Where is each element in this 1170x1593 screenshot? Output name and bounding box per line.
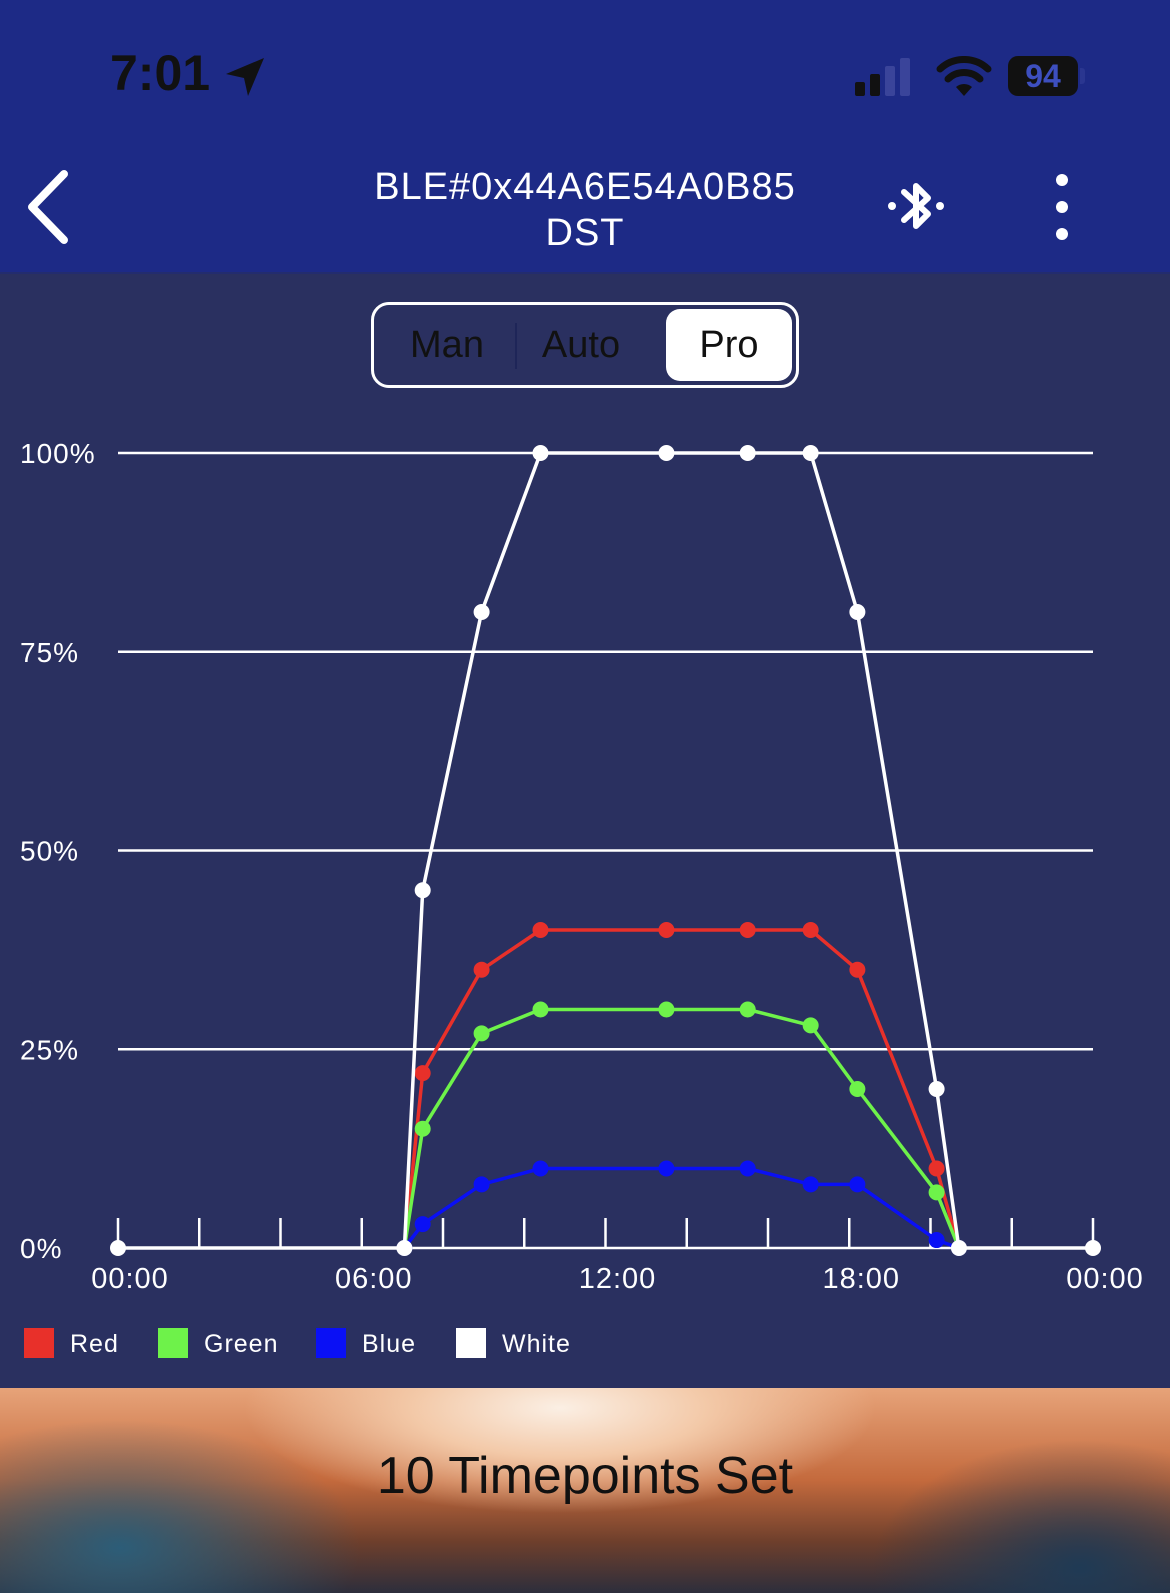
data-point-blue: [414, 1216, 431, 1233]
y-tick-label: 25%: [20, 1034, 79, 1065]
data-point-blue: [928, 1232, 945, 1249]
data-point-green: [473, 1025, 490, 1042]
mode-man-button[interactable]: Man: [410, 324, 484, 366]
mode-auto-button[interactable]: Auto: [541, 324, 621, 366]
legend-label: Blue: [362, 1330, 417, 1358]
mode-pro-button[interactable]: Pro: [666, 309, 792, 381]
location-arrow-icon: [226, 58, 264, 96]
data-point-blue: [473, 1176, 490, 1193]
data-point-green: [802, 1017, 819, 1034]
data-point-red: [802, 922, 819, 938]
data-point-green: [849, 1081, 866, 1097]
dst-label: DST: [545, 212, 625, 254]
cellular-signal-icon: [855, 58, 910, 96]
legend-swatch: [24, 1328, 54, 1358]
data-point-green: [658, 1001, 675, 1018]
data-point-white: [110, 1240, 126, 1256]
y-tick-label: 75%: [20, 637, 79, 668]
data-point-white: [532, 445, 549, 461]
device-id: BLE#0x44A6E54A0B85: [374, 166, 796, 208]
data-point-green: [739, 1001, 756, 1018]
data-point-blue: [802, 1176, 819, 1193]
data-point-white: [658, 445, 675, 461]
data-point-green: [928, 1184, 945, 1201]
data-point-red: [532, 922, 549, 938]
battery-level: 94: [1008, 56, 1078, 96]
timepoints-banner[interactable]: 10 Timepoints Set: [0, 1388, 1170, 1593]
data-point-green: [414, 1120, 431, 1137]
data-point-white: [802, 445, 819, 461]
data-point-blue: [658, 1160, 675, 1177]
legend-swatch: [158, 1328, 188, 1358]
legend-label: White: [502, 1330, 571, 1358]
x-tick-label: 06:00: [335, 1263, 413, 1295]
wifi-icon: [936, 56, 992, 96]
nav-bar: BLE#0x44A6E54A0B85 DST: [0, 138, 1170, 274]
light-schedule-chart: 0% 25% 50% 75% 100% 00:00 06:00 12:00 18:00 00:00: [20, 438, 1144, 1295]
x-tick-label: 12:00: [579, 1263, 657, 1295]
x-tick-label: 00:00: [91, 1263, 169, 1295]
series-line-white: [118, 451, 1093, 1250]
back-chevron-icon[interactable]: [22, 168, 78, 246]
data-point-white: [473, 604, 490, 620]
data-point-red: [928, 1160, 945, 1177]
data-point-red: [849, 961, 866, 978]
status-bar: 7:01 94: [0, 0, 1170, 138]
x-tick-label: 00:00: [1066, 1263, 1144, 1295]
bluetooth-icon[interactable]: [884, 174, 948, 238]
data-point-red: [414, 1065, 431, 1082]
y-tick-label: 100%: [20, 438, 96, 469]
legend-label: Red: [70, 1330, 119, 1358]
more-options-icon[interactable]: [1044, 168, 1080, 246]
mode-segmented-control: Man Auto Pro: [371, 302, 799, 388]
data-point-white: [950, 1240, 967, 1256]
segment-divider: [515, 323, 517, 369]
data-point-white: [739, 445, 756, 461]
series-line-red: [402, 928, 961, 1249]
device-title: BLE#0x44A6E54A0B85 DST: [300, 164, 870, 256]
data-point-white: [396, 1240, 413, 1256]
data-point-white: [1085, 1240, 1101, 1256]
series-line-green: [402, 1007, 961, 1249]
data-point-blue: [532, 1160, 549, 1177]
y-tick-label: 0%: [20, 1233, 62, 1264]
data-point-red: [473, 961, 490, 978]
status-time: 7:01: [110, 45, 211, 101]
data-point-white: [928, 1081, 945, 1097]
data-point-blue: [849, 1176, 866, 1193]
data-point-blue: [739, 1160, 756, 1177]
data-point-red: [658, 922, 675, 938]
legend-swatch: [316, 1328, 346, 1358]
legend-label: Green: [204, 1330, 279, 1358]
data-point-red: [739, 922, 756, 938]
legend-swatch: [456, 1328, 486, 1358]
data-point-white: [414, 882, 431, 899]
series-line-blue: [403, 1166, 960, 1250]
battery-icon: 94: [1008, 56, 1085, 96]
data-point-green: [532, 1001, 549, 1018]
y-tick-label: 50%: [20, 836, 79, 867]
timepoints-count-label: 10 Timepoints Set: [376, 1447, 794, 1505]
x-tick-label: 18:00: [822, 1263, 900, 1295]
data-point-white: [849, 604, 866, 620]
